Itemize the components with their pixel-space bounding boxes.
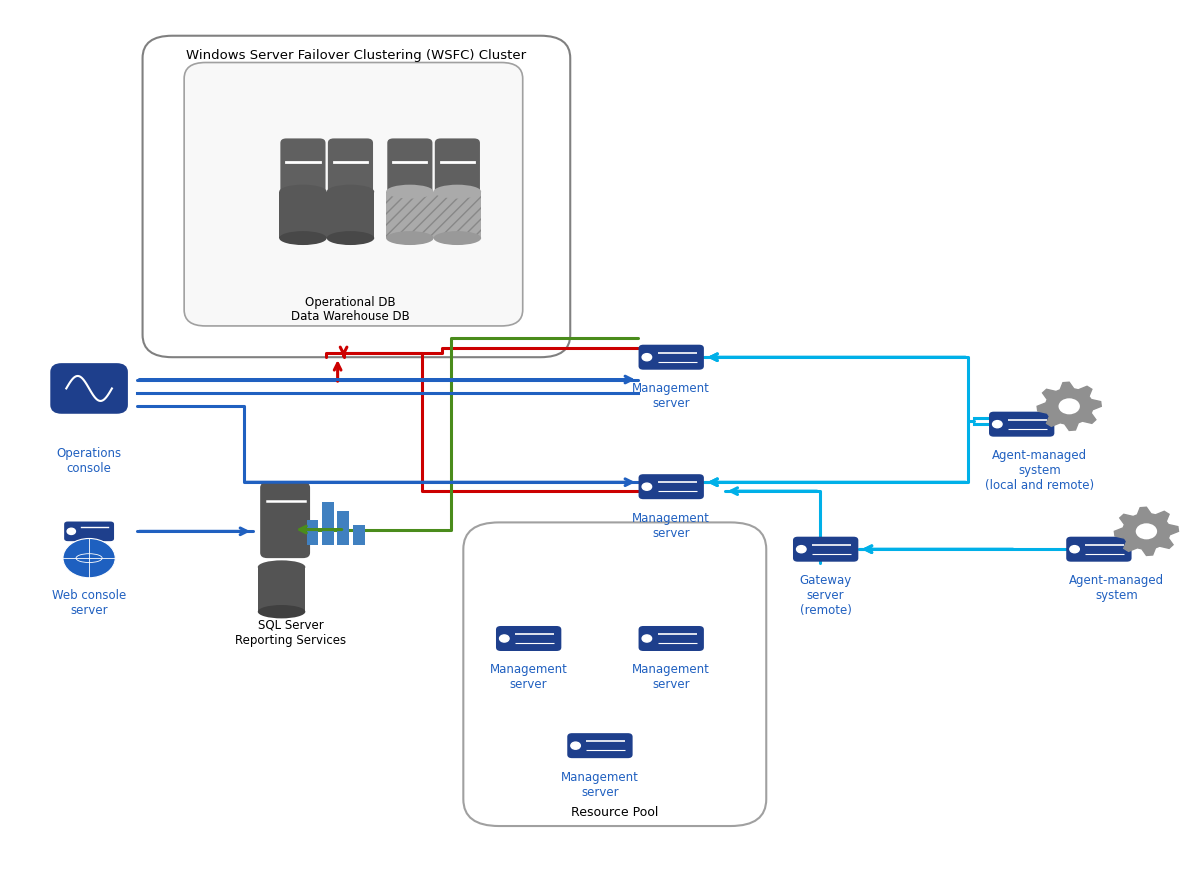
Bar xyxy=(279,192,327,238)
Text: Gateway
server
(remote): Gateway server (remote) xyxy=(800,574,852,617)
Bar xyxy=(386,192,434,238)
Ellipse shape xyxy=(434,185,481,198)
FancyBboxPatch shape xyxy=(435,138,480,196)
FancyBboxPatch shape xyxy=(1067,537,1131,562)
Ellipse shape xyxy=(258,561,305,573)
Bar xyxy=(322,502,334,545)
FancyBboxPatch shape xyxy=(184,63,523,326)
Text: SQL Server
Reporting Services: SQL Server Reporting Services xyxy=(235,619,347,647)
FancyBboxPatch shape xyxy=(639,345,703,370)
Bar xyxy=(337,511,349,545)
Circle shape xyxy=(1136,523,1157,539)
Text: Web console
server: Web console server xyxy=(52,589,126,617)
Polygon shape xyxy=(1114,507,1178,555)
FancyBboxPatch shape xyxy=(52,365,126,412)
Ellipse shape xyxy=(258,605,305,618)
Bar xyxy=(353,525,365,545)
Bar xyxy=(434,192,481,238)
Circle shape xyxy=(67,528,75,534)
Circle shape xyxy=(642,483,651,490)
FancyBboxPatch shape xyxy=(64,522,114,541)
Text: Operations
console: Operations console xyxy=(57,446,121,474)
Bar xyxy=(327,192,374,238)
Ellipse shape xyxy=(279,231,327,245)
FancyBboxPatch shape xyxy=(639,626,703,651)
Circle shape xyxy=(642,635,651,642)
FancyBboxPatch shape xyxy=(387,138,432,196)
FancyBboxPatch shape xyxy=(328,138,373,196)
Text: Agent-managed
system: Agent-managed system xyxy=(1069,574,1164,602)
Text: Management
server: Management server xyxy=(632,512,710,539)
Text: Management
server: Management server xyxy=(632,663,710,691)
Circle shape xyxy=(63,538,115,578)
Circle shape xyxy=(571,742,580,749)
FancyBboxPatch shape xyxy=(639,474,703,499)
FancyBboxPatch shape xyxy=(495,626,561,651)
FancyBboxPatch shape xyxy=(463,522,766,826)
FancyBboxPatch shape xyxy=(260,482,310,558)
Bar xyxy=(434,192,481,238)
Text: Management
server: Management server xyxy=(632,382,710,410)
Ellipse shape xyxy=(434,231,481,245)
Ellipse shape xyxy=(386,231,434,245)
Bar xyxy=(258,567,305,612)
FancyBboxPatch shape xyxy=(280,138,326,196)
Circle shape xyxy=(499,635,508,642)
Polygon shape xyxy=(1037,382,1101,430)
Ellipse shape xyxy=(386,185,434,198)
FancyBboxPatch shape xyxy=(143,36,570,357)
Text: Operational DB: Operational DB xyxy=(305,296,396,310)
Bar xyxy=(307,520,318,545)
Circle shape xyxy=(642,354,651,361)
FancyBboxPatch shape xyxy=(568,733,632,758)
Ellipse shape xyxy=(327,185,374,198)
Circle shape xyxy=(993,421,1001,428)
Text: Data Warehouse DB: Data Warehouse DB xyxy=(291,310,410,323)
Text: Resource Pool: Resource Pool xyxy=(571,806,658,820)
Text: Management
server: Management server xyxy=(489,663,568,691)
Circle shape xyxy=(1069,546,1079,553)
Ellipse shape xyxy=(327,231,374,245)
Text: Windows Server Failover Clustering (WSFC) Cluster: Windows Server Failover Clustering (WSFC… xyxy=(187,49,526,63)
Ellipse shape xyxy=(279,185,327,198)
FancyBboxPatch shape xyxy=(794,537,858,562)
Text: Agent-managed
system
(local and remote): Agent-managed system (local and remote) xyxy=(985,449,1094,492)
Text: Management
server: Management server xyxy=(561,771,639,798)
FancyBboxPatch shape xyxy=(988,412,1055,437)
Circle shape xyxy=(1059,398,1080,414)
Circle shape xyxy=(797,546,805,553)
Bar xyxy=(386,192,434,238)
